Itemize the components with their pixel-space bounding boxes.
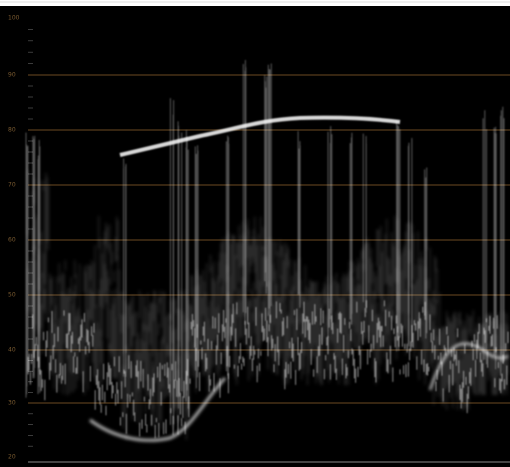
- scale-label: 100: [8, 15, 20, 22]
- scale-label: 20: [8, 454, 16, 461]
- top-border: [0, 0, 510, 6]
- waveform-monitor: 100 90 80 70 60 50 40 30 20: [0, 0, 510, 467]
- scale-label: 80: [8, 127, 16, 134]
- scale-label: 70: [8, 182, 16, 189]
- page: 1009080706050403020 (() => { const data …: [0, 0, 510, 467]
- scale-label: 30: [8, 400, 16, 407]
- scale-label: 90: [8, 72, 16, 79]
- scale-label: 50: [8, 292, 16, 299]
- scale-label: 60: [8, 237, 16, 244]
- scale-label: 40: [8, 347, 16, 354]
